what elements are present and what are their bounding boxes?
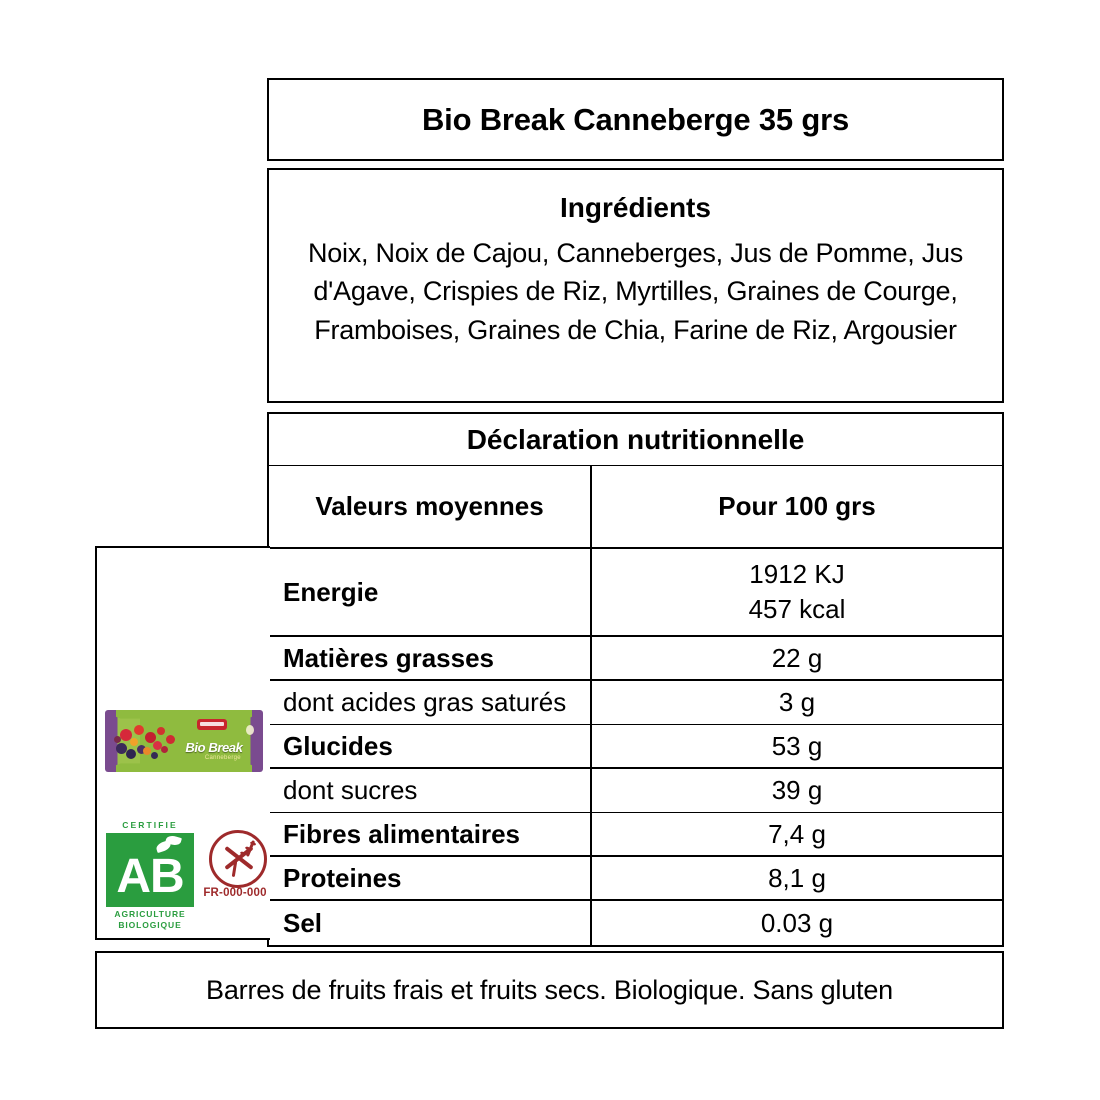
- product-bar-name: Bio Break: [185, 739, 243, 755]
- fruit-illustration: [111, 716, 187, 766]
- row-label: Matières grasses: [269, 637, 592, 679]
- product-title-box: Bio Break Canneberge 35 grs: [267, 78, 1004, 161]
- table-row: dont sucres 39 g: [269, 769, 1002, 813]
- ab-organic-logo: CERTIFIE AB AGRICULTURE BIOLOGIQUE: [106, 820, 194, 933]
- row-label: dont acides gras saturés: [269, 681, 592, 724]
- table-row: Matières grasses 22 g: [269, 637, 1002, 681]
- table-row: Sel 0.03 g: [269, 901, 1002, 945]
- ab-line2: BIOLOGIQUE: [118, 920, 182, 931]
- product-bar-wrapper: Bio Break Canneberge: [105, 710, 263, 772]
- table-row: dont acides gras saturés 3 g: [269, 681, 1002, 725]
- page-title: Bio Break Canneberge 35 grs: [421, 101, 850, 137]
- product-photo: Bio Break Canneberge: [105, 710, 263, 772]
- table-row: Energie 1912 KJ 457 kcal: [269, 549, 1002, 637]
- ab-certifie-text: CERTIFIE: [122, 820, 178, 830]
- footer-box: Barres de fruits frais et fruits secs. B…: [95, 951, 1004, 1029]
- energy-kj: 1912 KJ: [749, 558, 845, 589]
- row-label: Sel: [269, 901, 592, 945]
- energy-kcal: 457 kcal: [748, 594, 846, 624]
- row-label: Energie: [269, 549, 592, 635]
- gluten-free-code: FR-000-000: [203, 887, 267, 899]
- gluten-free-logo: FR-000-000: [202, 830, 268, 918]
- row-value: 3 g: [778, 687, 816, 717]
- ingredients-line: Noix, Noix de Cajou, Canneberges, Jus de…: [307, 238, 964, 268]
- column-header-values: Valeurs moyennes: [269, 466, 592, 547]
- row-label: Fibres alimentaires: [269, 813, 592, 855]
- table-header-row: Valeurs moyennes Pour 100 grs: [269, 466, 1002, 549]
- ab-green-field: AB: [106, 833, 194, 907]
- product-bar-subtext: Canneberge: [204, 755, 241, 762]
- ab-line1: AGRICULTURE: [114, 909, 186, 919]
- ingredients-line: d'Agave, Crispies de Riz, Myrtilles, Gra…: [313, 276, 958, 307]
- row-value: 39 g: [771, 775, 823, 805]
- brand-badge: [196, 718, 227, 730]
- ingredients-line: Framboises, Graines de Chia, Farine de R…: [314, 314, 957, 345]
- footer-description: Barres de fruits frais et fruits secs. B…: [206, 974, 893, 1005]
- nutrition-declaration-title: Déclaration nutritionnelle: [269, 414, 1002, 466]
- row-value: 22 g: [771, 642, 823, 673]
- row-label: dont sucres: [269, 769, 592, 812]
- table-row: Glucides 53 g: [269, 725, 1002, 769]
- column-header-per100: Pour 100 grs: [718, 491, 876, 521]
- table-row: Fibres alimentaires 7,4 g: [269, 813, 1002, 857]
- nutrition-table: Déclaration nutritionnelle Valeurs moyen…: [267, 412, 1004, 947]
- row-label: Proteines: [269, 857, 592, 899]
- ingredients-heading: Ingrédients: [560, 192, 711, 223]
- row-value: 53 g: [771, 730, 823, 761]
- row-value: 8,1 g: [768, 862, 826, 893]
- table-row: Proteines 8,1 g: [269, 857, 1002, 901]
- wrapper-highlight: [245, 724, 254, 735]
- row-value: 0.03 g: [760, 907, 834, 938]
- product-image-panel: Bio Break Canneberge CERTIFIE AB AGRICUL…: [95, 546, 270, 940]
- ab-letters: AB: [116, 850, 184, 903]
- ab-agriculture-text: AGRICULTURE BIOLOGIQUE: [106, 909, 194, 932]
- leaf-icon: [154, 834, 182, 856]
- row-value: 1912 KJ 457 kcal: [592, 549, 1002, 635]
- crossed-grain-icon: [209, 830, 267, 888]
- row-label: Glucides: [269, 725, 592, 767]
- ingredients-box: Ingrédients Noix, Noix de Cajou, Cannebe…: [267, 168, 1004, 403]
- row-value: 7,4 g: [768, 818, 826, 849]
